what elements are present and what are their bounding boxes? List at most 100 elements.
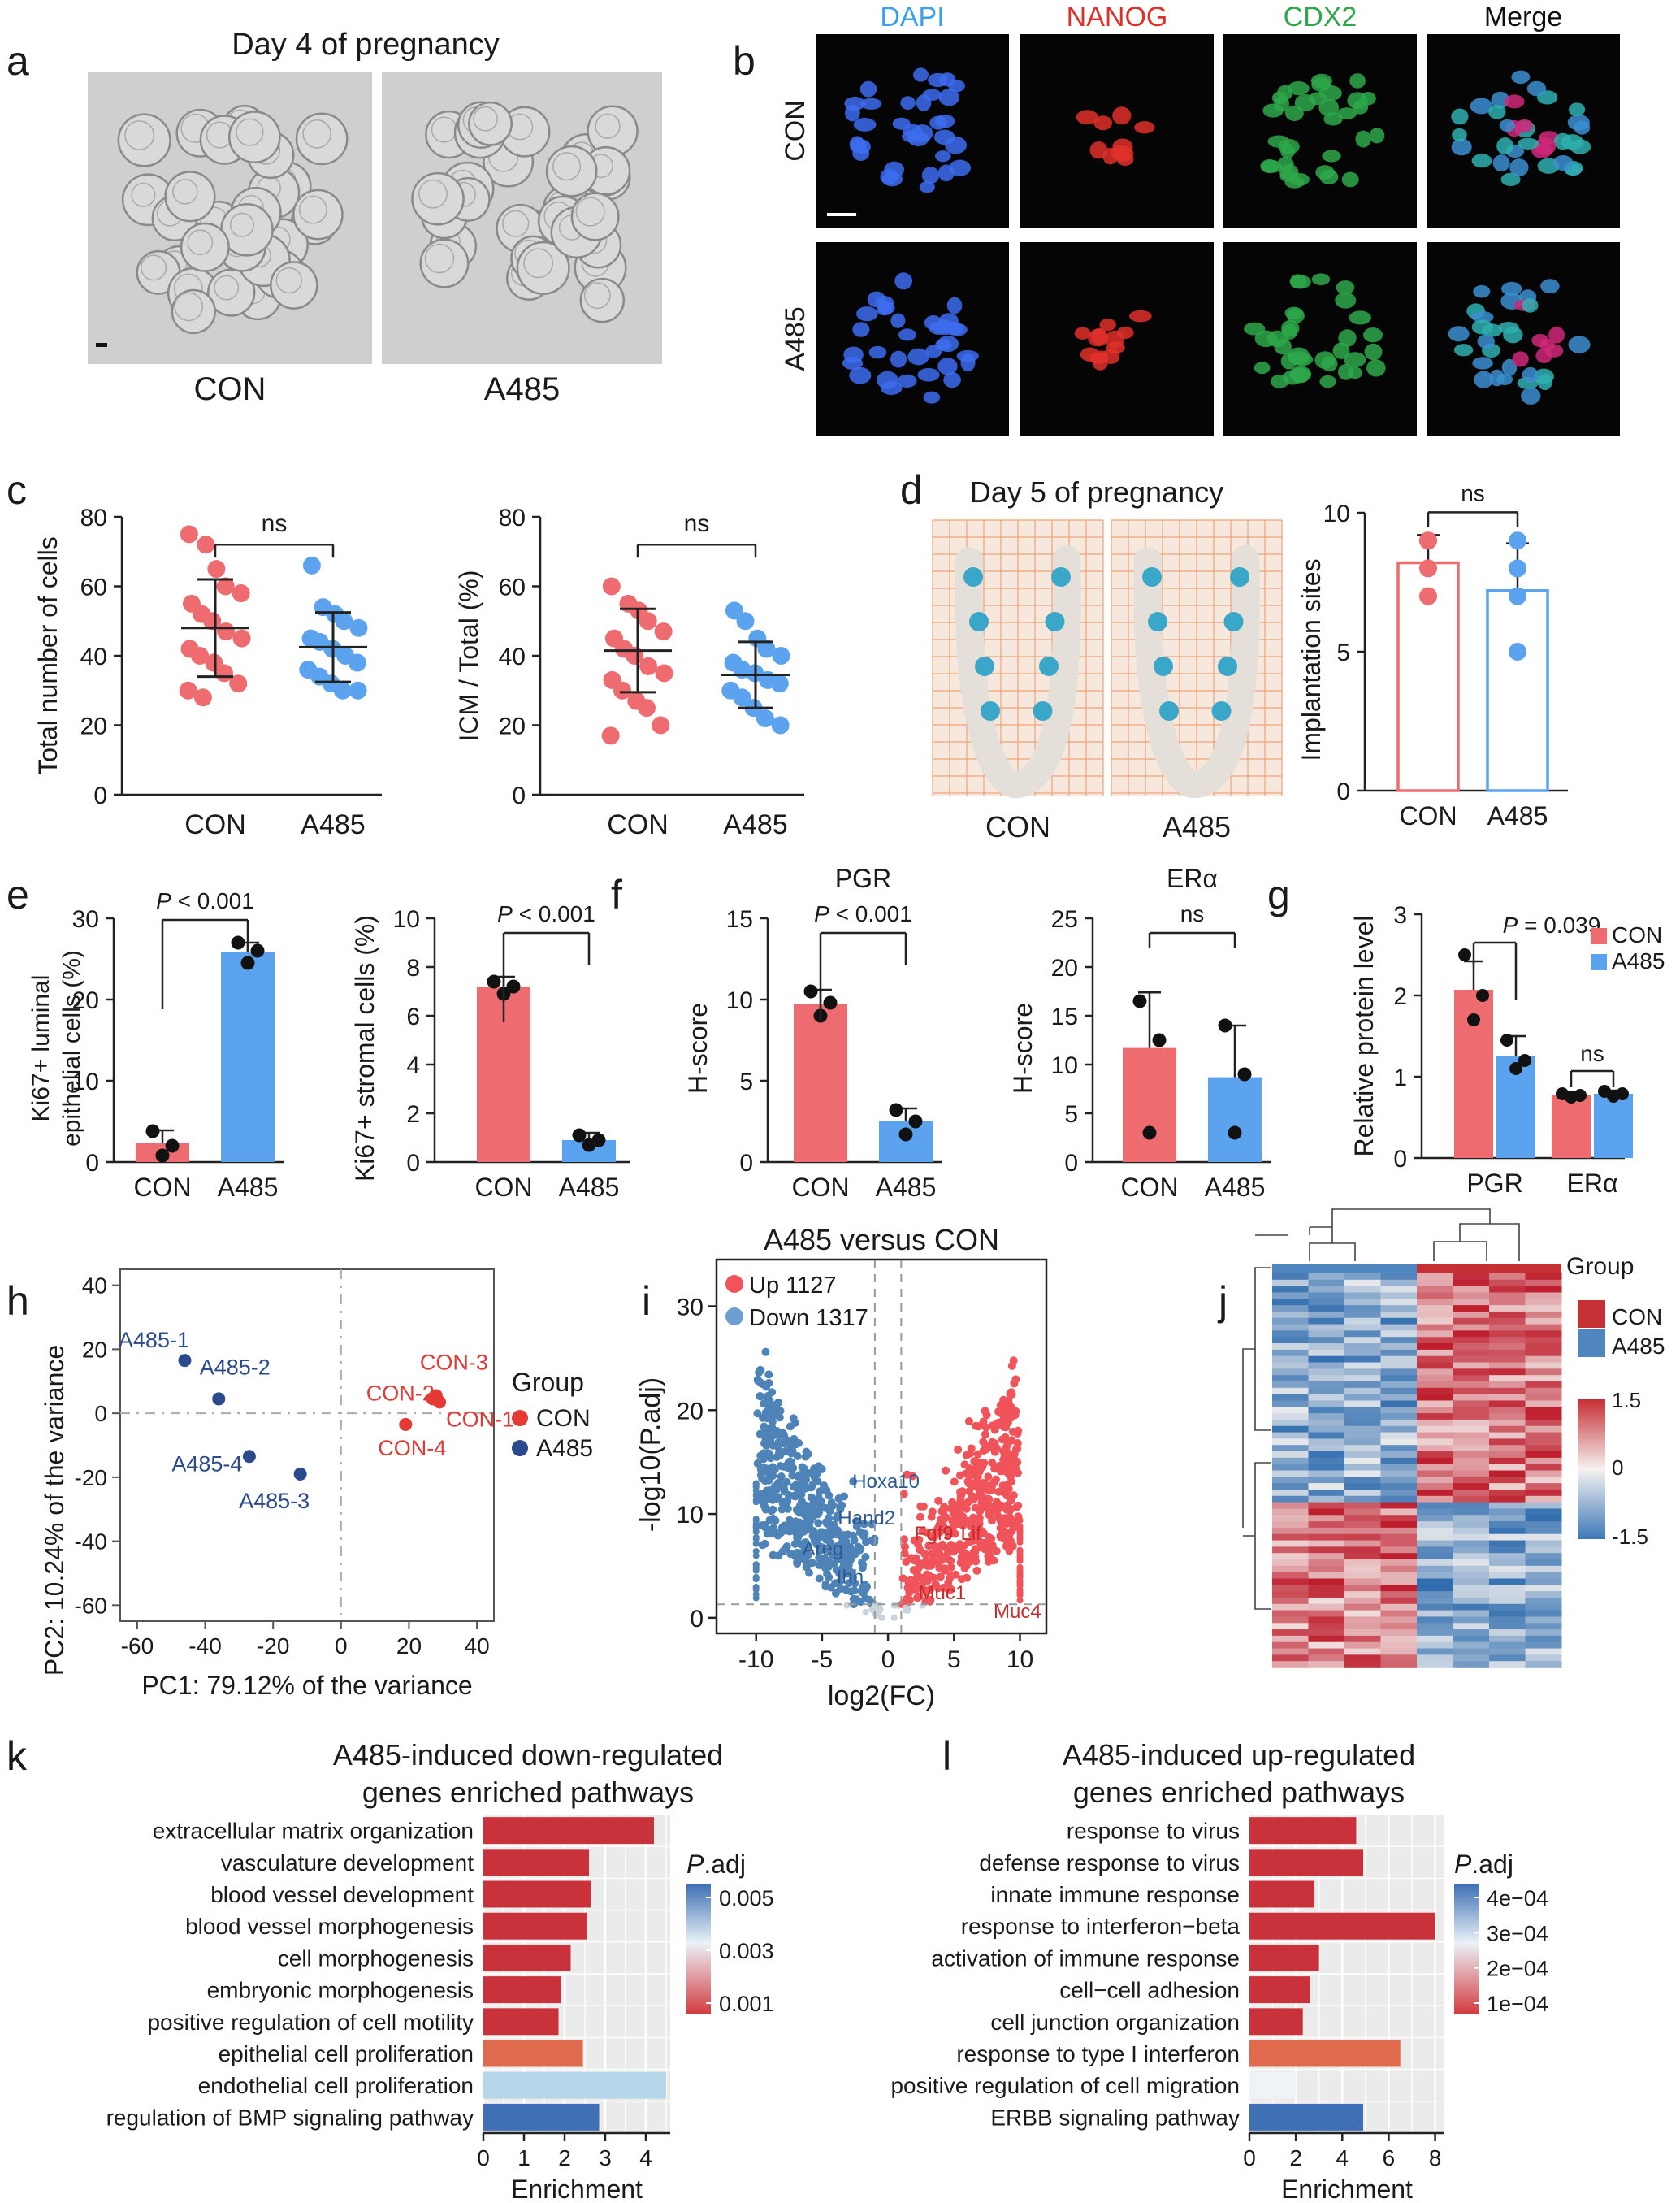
heatmap-cell xyxy=(1308,1324,1345,1332)
volcano-point xyxy=(792,1548,801,1557)
enrichment-bar xyxy=(1249,1912,1435,1940)
heatmap-cell xyxy=(1453,1279,1490,1287)
heatmap-cell xyxy=(1417,1407,1453,1414)
y-tick-label: 10 xyxy=(1323,501,1350,527)
heatmap-cell xyxy=(1272,1654,1309,1663)
volcano-point xyxy=(870,1607,877,1615)
heatmap-cell xyxy=(1417,1362,1453,1370)
nucleus xyxy=(1535,348,1552,363)
volcano-point xyxy=(792,1524,801,1533)
embryo-inner xyxy=(595,113,621,139)
embryo-inner xyxy=(236,118,264,146)
nucleus xyxy=(929,321,948,335)
volcano-point xyxy=(924,1542,933,1550)
nucleus xyxy=(1501,281,1522,297)
heatmap-cell xyxy=(1308,1432,1345,1440)
heatmap-cell xyxy=(1308,1419,1345,1427)
heatmap-cell xyxy=(1272,1343,1309,1351)
heatmap-cell xyxy=(1525,1610,1562,1618)
heatmap-cell xyxy=(1344,1337,1381,1344)
pathway-label: blood vessel development xyxy=(210,1882,474,1907)
volcano-point xyxy=(843,1602,851,1609)
nucleus xyxy=(1274,338,1292,355)
heatmap-cell xyxy=(1272,1324,1309,1332)
heatmap-cell xyxy=(1525,1438,1562,1446)
heatmap-cell xyxy=(1453,1572,1490,1580)
heatmap-cell xyxy=(1308,1343,1345,1351)
scale-tick-label: 3e−04 xyxy=(1487,1921,1548,1945)
nucleus xyxy=(1129,310,1152,323)
nucleus xyxy=(903,124,923,137)
implantation-site xyxy=(1223,612,1244,631)
heatmap-cell xyxy=(1344,1477,1381,1484)
heatmap-cell xyxy=(1525,1477,1562,1484)
nucleus xyxy=(890,350,907,368)
volcano-point xyxy=(970,1526,979,1535)
heatmap-cell xyxy=(1417,1616,1453,1624)
heatmap-cell xyxy=(1308,1381,1345,1389)
heatmap-cell xyxy=(1417,1445,1453,1452)
heatmap-cell xyxy=(1272,1521,1309,1529)
heatmap-cell xyxy=(1380,1661,1418,1668)
legend-title: P.adj xyxy=(1454,1850,1513,1879)
data-point xyxy=(349,618,368,637)
heatmap-cell xyxy=(1308,1445,1345,1452)
heatmap-cell xyxy=(1525,1425,1562,1433)
nucleus xyxy=(1453,344,1474,357)
nucleus xyxy=(1471,154,1492,168)
volcano-point xyxy=(946,1574,955,1583)
nucleus xyxy=(1076,110,1099,125)
y-tick-label: 30 xyxy=(72,906,99,933)
heatmap-cell xyxy=(1417,1292,1453,1300)
scale-bar xyxy=(827,213,856,216)
heatmap-cell xyxy=(1525,1654,1562,1663)
volcano-point xyxy=(820,1545,829,1554)
heatmap-cell xyxy=(1417,1502,1453,1510)
dendrogram-left xyxy=(1242,1267,1271,1610)
nucleus xyxy=(1512,351,1529,367)
enrichment-bar xyxy=(483,2008,559,2036)
nucleus xyxy=(1336,280,1355,295)
heatmap-cell xyxy=(1489,1337,1526,1344)
volcano-point xyxy=(836,1505,845,1514)
nucleus xyxy=(1287,81,1310,96)
pathway-label: response to interferon−beta xyxy=(961,1914,1241,1939)
enrichment-bar xyxy=(1249,2103,1363,2131)
heatmap-cell xyxy=(1525,1381,1562,1389)
heatmap-cell xyxy=(1380,1635,1418,1643)
heatmap-cell xyxy=(1272,1400,1309,1408)
nucleus xyxy=(1347,366,1363,379)
y-axis-label: Ki67+ luminal xyxy=(28,975,54,1122)
pca-point xyxy=(399,1417,413,1431)
fluorescence-image xyxy=(1223,34,1417,228)
nucleus xyxy=(907,348,929,366)
volcano-point xyxy=(1011,1411,1020,1420)
volcano-point xyxy=(847,1577,856,1586)
nucleus xyxy=(1347,92,1368,110)
embryo-inner xyxy=(275,267,302,294)
nucleus xyxy=(1488,105,1506,119)
heatmap-cell xyxy=(1344,1464,1381,1472)
heatmap-cell xyxy=(1344,1286,1381,1294)
group-annotation-cell xyxy=(1417,1264,1453,1273)
heatmap-cell xyxy=(1272,1407,1309,1414)
volcano-point xyxy=(794,1486,803,1495)
implantation-site xyxy=(1230,567,1249,587)
volcano-point xyxy=(927,1512,936,1521)
volcano-point xyxy=(769,1471,777,1480)
heatmap-cell xyxy=(1525,1394,1562,1402)
x-tick-label: -40 xyxy=(188,1633,221,1659)
data-point xyxy=(487,974,501,989)
y-axis-label: epithelial cells (%) xyxy=(58,950,85,1147)
implantation-site xyxy=(1148,612,1167,631)
scale-tick-label: 1e−04 xyxy=(1487,1992,1548,2016)
volcano-point xyxy=(835,1577,844,1586)
volcano-point xyxy=(913,1572,922,1581)
volcano-point xyxy=(793,1558,802,1567)
volcano-point xyxy=(814,1519,823,1528)
pathway-label: response to virus xyxy=(1067,1819,1240,1844)
volcano-point xyxy=(1007,1436,1016,1445)
x-tick-label: -20 xyxy=(257,1633,289,1659)
pca-point xyxy=(212,1392,226,1406)
nucleus xyxy=(1315,165,1335,180)
